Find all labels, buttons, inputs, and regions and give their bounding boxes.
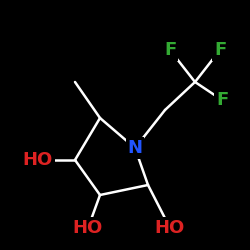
Text: F: F [214, 41, 226, 59]
Text: HO: HO [73, 219, 103, 237]
Text: HO: HO [23, 151, 53, 169]
Text: HO: HO [73, 219, 103, 237]
Text: F: F [164, 41, 176, 59]
Text: N: N [128, 139, 142, 157]
Text: F: F [164, 41, 176, 59]
Text: F: F [214, 41, 226, 59]
Text: F: F [216, 91, 228, 109]
Text: N: N [128, 139, 142, 157]
Text: HO: HO [155, 219, 185, 237]
Text: HO: HO [23, 151, 53, 169]
Text: HO: HO [155, 219, 185, 237]
Text: F: F [216, 91, 228, 109]
